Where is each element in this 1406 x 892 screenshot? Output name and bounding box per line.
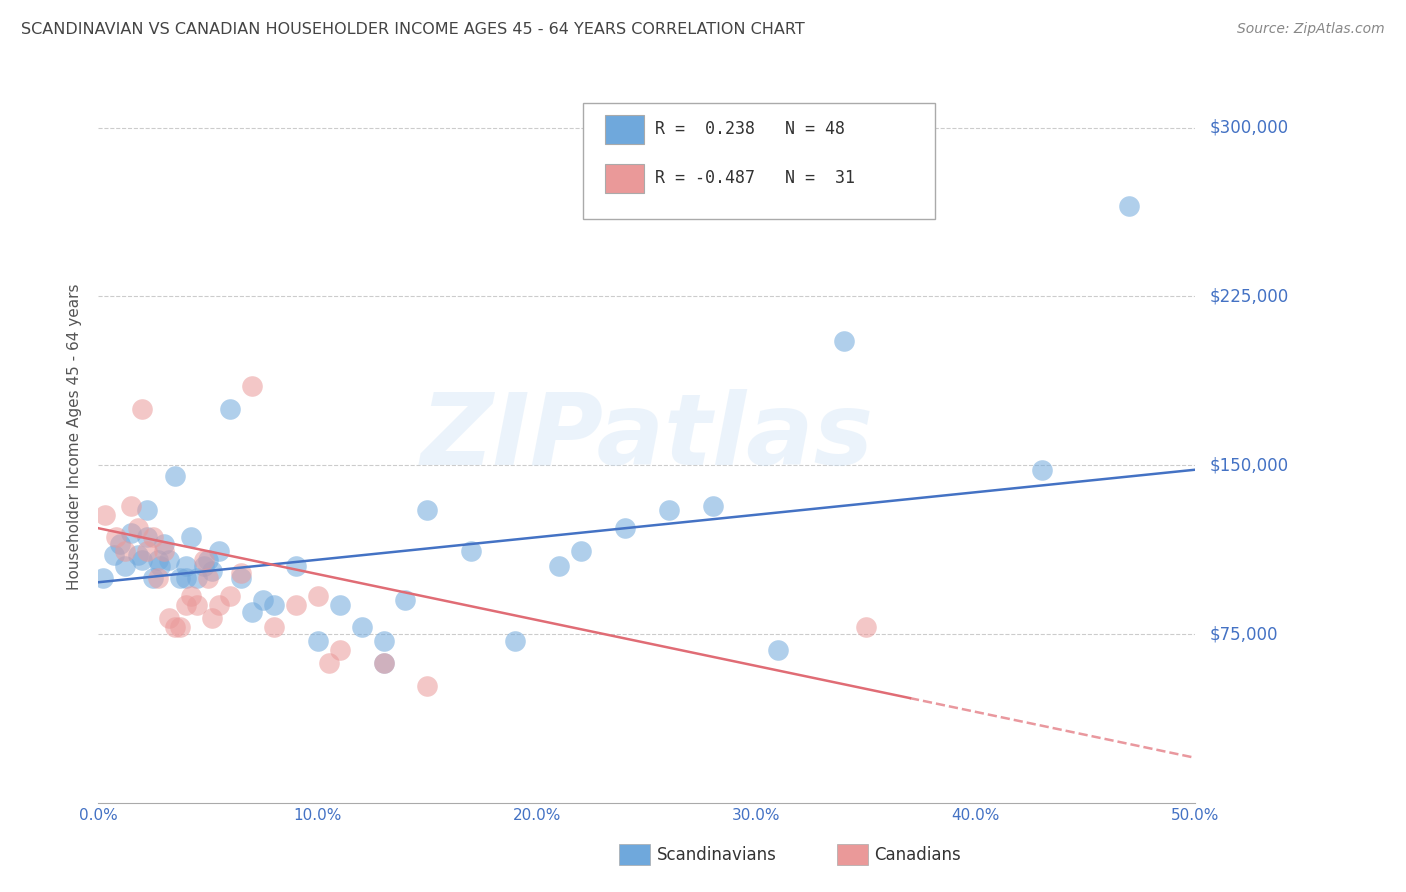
Point — [702, 499, 724, 513]
Point — [613, 521, 636, 535]
Point — [318, 657, 340, 671]
Point — [169, 571, 191, 585]
Point — [103, 548, 125, 562]
Point — [174, 598, 197, 612]
Point — [142, 571, 165, 585]
Point — [229, 571, 252, 585]
Point — [197, 553, 219, 567]
Point — [131, 553, 153, 567]
Point — [229, 566, 252, 581]
Point — [146, 553, 169, 567]
Point — [114, 559, 136, 574]
Y-axis label: Householder Income Ages 45 - 64 years: Householder Income Ages 45 - 64 years — [67, 284, 83, 591]
Point — [284, 559, 307, 574]
Point — [104, 530, 127, 544]
Text: R = -0.487   N =  31: R = -0.487 N = 31 — [655, 169, 855, 187]
Point — [149, 559, 172, 574]
Point — [135, 543, 157, 558]
Text: SCANDINAVIAN VS CANADIAN HOUSEHOLDER INCOME AGES 45 - 64 YEARS CORRELATION CHART: SCANDINAVIAN VS CANADIAN HOUSEHOLDER INC… — [21, 22, 804, 37]
Point — [142, 530, 165, 544]
Point — [120, 499, 142, 513]
Point — [165, 469, 187, 483]
Point — [208, 543, 231, 558]
Point — [193, 559, 215, 574]
Point — [416, 679, 439, 693]
Point — [350, 620, 373, 634]
Point — [186, 598, 208, 612]
Point — [201, 611, 224, 625]
Point — [165, 620, 187, 634]
Point — [219, 589, 242, 603]
Point — [91, 571, 114, 585]
Point — [94, 508, 117, 522]
Point — [240, 379, 263, 393]
Point — [416, 503, 439, 517]
Text: $225,000: $225,000 — [1209, 287, 1288, 305]
Point — [503, 633, 526, 648]
Point — [208, 598, 231, 612]
Point — [127, 548, 149, 562]
Point — [219, 401, 242, 416]
Text: $75,000: $75,000 — [1209, 625, 1278, 643]
Point — [186, 571, 208, 585]
Point — [120, 525, 142, 540]
Point — [240, 605, 263, 619]
Point — [114, 543, 136, 558]
Point — [153, 537, 176, 551]
Point — [193, 553, 215, 567]
Point — [169, 620, 191, 634]
Point — [135, 530, 157, 544]
Point — [1031, 463, 1053, 477]
Point — [284, 598, 307, 612]
Text: $300,000: $300,000 — [1209, 119, 1288, 136]
Point — [174, 559, 197, 574]
Text: Source: ZipAtlas.com: Source: ZipAtlas.com — [1237, 22, 1385, 37]
Point — [110, 537, 132, 551]
Point — [329, 642, 352, 657]
Point — [157, 611, 180, 625]
Point — [373, 657, 395, 671]
Point — [131, 401, 153, 416]
Point — [127, 521, 149, 535]
Point — [263, 620, 285, 634]
Point — [197, 571, 219, 585]
Point — [855, 620, 877, 634]
Point — [373, 657, 395, 671]
Point — [373, 633, 395, 648]
Point — [307, 589, 329, 603]
Text: Canadians: Canadians — [875, 846, 962, 863]
Text: ZIPatlas: ZIPatlas — [420, 389, 873, 485]
Point — [180, 530, 202, 544]
Point — [329, 598, 352, 612]
Text: Scandinavians: Scandinavians — [657, 846, 776, 863]
Point — [153, 543, 176, 558]
Point — [460, 543, 482, 558]
Point — [157, 553, 180, 567]
Point — [263, 598, 285, 612]
Point — [1118, 199, 1140, 213]
Point — [252, 593, 274, 607]
Text: R =  0.238   N = 48: R = 0.238 N = 48 — [655, 120, 845, 138]
Point — [307, 633, 329, 648]
Point — [548, 559, 571, 574]
Point — [768, 642, 790, 657]
Point — [180, 589, 202, 603]
Point — [658, 503, 681, 517]
Point — [394, 593, 416, 607]
Point — [832, 334, 855, 349]
Point — [146, 571, 169, 585]
Point — [569, 543, 592, 558]
Point — [201, 564, 224, 578]
Point — [135, 503, 157, 517]
Text: $150,000: $150,000 — [1209, 456, 1288, 475]
Point — [174, 571, 197, 585]
